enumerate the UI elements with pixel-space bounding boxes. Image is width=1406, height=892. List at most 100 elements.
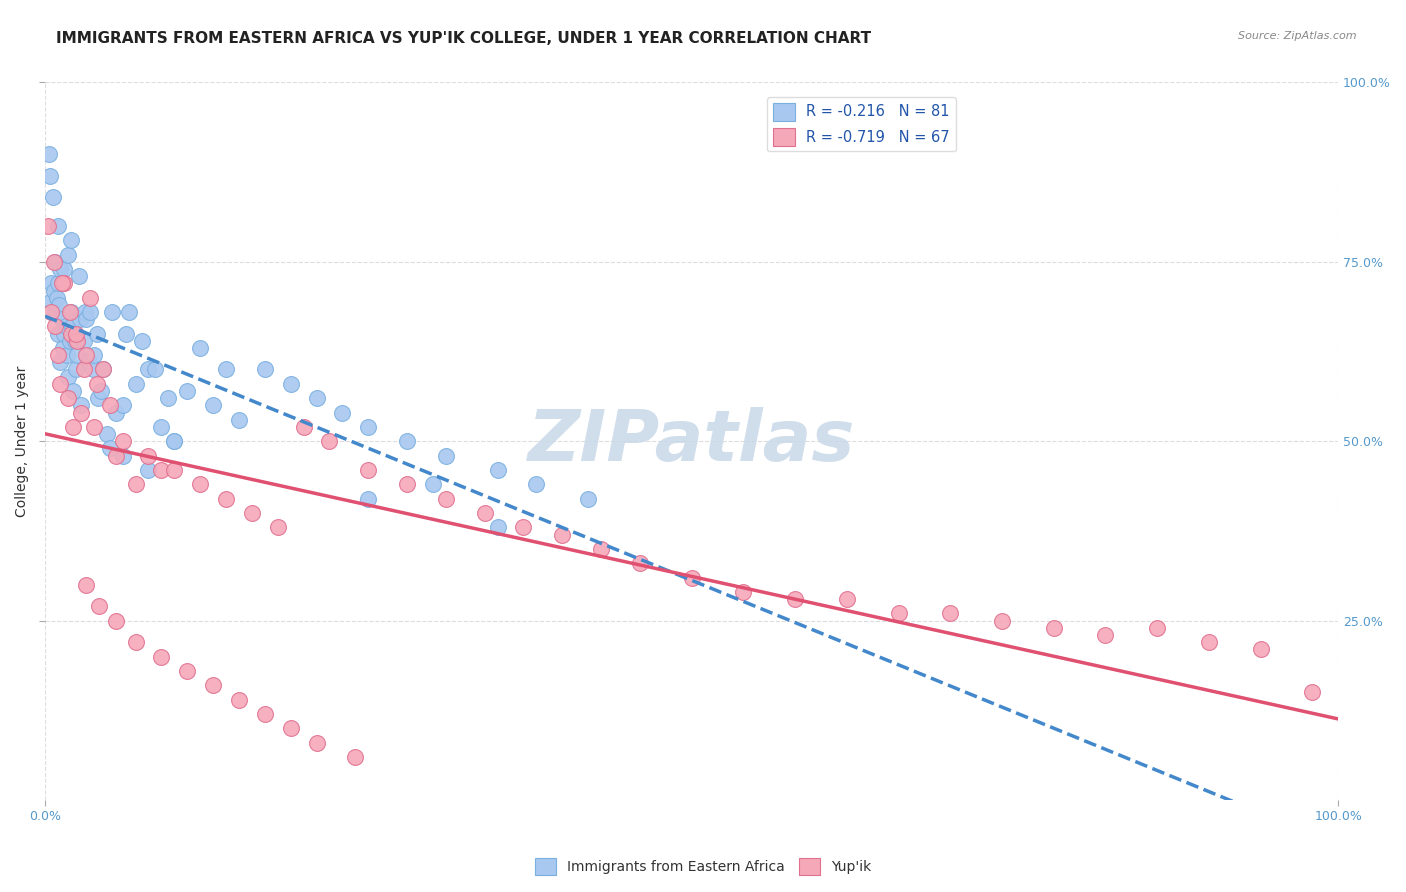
Point bbox=[96, 427, 118, 442]
Point bbox=[551, 527, 574, 541]
Point bbox=[163, 434, 186, 449]
Point bbox=[105, 449, 128, 463]
Point bbox=[79, 291, 101, 305]
Point bbox=[526, 477, 548, 491]
Point bbox=[46, 277, 69, 291]
Point bbox=[176, 384, 198, 398]
Point bbox=[887, 607, 910, 621]
Point bbox=[58, 305, 80, 319]
Point bbox=[188, 477, 211, 491]
Point bbox=[474, 506, 496, 520]
Point bbox=[344, 750, 367, 764]
Point bbox=[39, 169, 62, 183]
Point bbox=[240, 506, 263, 520]
Point bbox=[280, 376, 302, 391]
Point bbox=[292, 420, 315, 434]
Point bbox=[44, 255, 66, 269]
Point bbox=[38, 147, 60, 161]
Point bbox=[143, 362, 166, 376]
Point bbox=[86, 376, 108, 391]
Point bbox=[70, 398, 93, 412]
Point bbox=[150, 420, 173, 434]
Point bbox=[228, 413, 250, 427]
Point bbox=[150, 649, 173, 664]
Point bbox=[66, 348, 89, 362]
Point bbox=[59, 326, 82, 341]
Point bbox=[486, 463, 509, 477]
Point bbox=[44, 319, 66, 334]
Point bbox=[1146, 621, 1168, 635]
Point bbox=[70, 405, 93, 419]
Point bbox=[37, 219, 59, 233]
Point bbox=[1301, 685, 1323, 699]
Point bbox=[56, 348, 79, 362]
Point bbox=[1198, 635, 1220, 649]
Text: Source: ZipAtlas.com: Source: ZipAtlas.com bbox=[1239, 31, 1357, 41]
Point bbox=[51, 312, 73, 326]
Point bbox=[253, 362, 276, 376]
Point bbox=[156, 391, 179, 405]
Point bbox=[253, 706, 276, 721]
Point bbox=[79, 305, 101, 319]
Point bbox=[46, 326, 69, 341]
Point bbox=[105, 405, 128, 419]
Point bbox=[434, 449, 457, 463]
Point bbox=[48, 298, 70, 312]
Point bbox=[215, 362, 238, 376]
Point bbox=[86, 326, 108, 341]
Point bbox=[111, 449, 134, 463]
Point bbox=[58, 391, 80, 405]
Point bbox=[53, 262, 76, 277]
Point bbox=[783, 592, 806, 607]
Point bbox=[58, 334, 80, 348]
Point bbox=[49, 262, 72, 277]
Point bbox=[486, 520, 509, 534]
Point bbox=[67, 269, 90, 284]
Point bbox=[267, 520, 290, 534]
Point bbox=[591, 541, 613, 556]
Text: IMMIGRANTS FROM EASTERN AFRICA VS YUP'IK COLLEGE, UNDER 1 YEAR CORRELATION CHART: IMMIGRANTS FROM EASTERN AFRICA VS YUP'IK… bbox=[56, 31, 872, 46]
Point bbox=[138, 449, 160, 463]
Point bbox=[422, 477, 444, 491]
Point bbox=[46, 219, 69, 233]
Point bbox=[357, 463, 380, 477]
Point bbox=[357, 491, 380, 506]
Point bbox=[91, 362, 114, 376]
Point bbox=[42, 255, 65, 269]
Point bbox=[87, 391, 110, 405]
Point bbox=[118, 305, 141, 319]
Point bbox=[150, 463, 173, 477]
Point bbox=[163, 434, 186, 449]
Point bbox=[318, 434, 340, 449]
Legend: R = -0.216   N = 81, R = -0.719   N = 67: R = -0.216 N = 81, R = -0.719 N = 67 bbox=[768, 97, 956, 152]
Point bbox=[59, 233, 82, 247]
Point bbox=[77, 355, 100, 369]
Point bbox=[163, 463, 186, 477]
Point bbox=[73, 362, 96, 376]
Point bbox=[69, 312, 91, 326]
Legend: Immigrants from Eastern Africa, Yup'ik: Immigrants from Eastern Africa, Yup'ik bbox=[530, 853, 876, 880]
Point bbox=[576, 491, 599, 506]
Point bbox=[305, 736, 328, 750]
Point bbox=[83, 420, 105, 434]
Point bbox=[46, 348, 69, 362]
Point bbox=[512, 520, 534, 534]
Point bbox=[138, 463, 160, 477]
Point bbox=[75, 305, 97, 319]
Point bbox=[58, 369, 80, 384]
Point bbox=[1250, 642, 1272, 657]
Point bbox=[111, 434, 134, 449]
Point bbox=[202, 398, 225, 412]
Point bbox=[124, 477, 146, 491]
Point bbox=[101, 305, 124, 319]
Point bbox=[89, 599, 111, 614]
Point bbox=[138, 362, 160, 376]
Point bbox=[49, 376, 72, 391]
Point bbox=[1042, 621, 1064, 635]
Point bbox=[396, 477, 419, 491]
Point bbox=[280, 721, 302, 735]
Point bbox=[215, 491, 238, 506]
Point bbox=[60, 319, 83, 334]
Point bbox=[62, 420, 84, 434]
Point bbox=[53, 277, 76, 291]
